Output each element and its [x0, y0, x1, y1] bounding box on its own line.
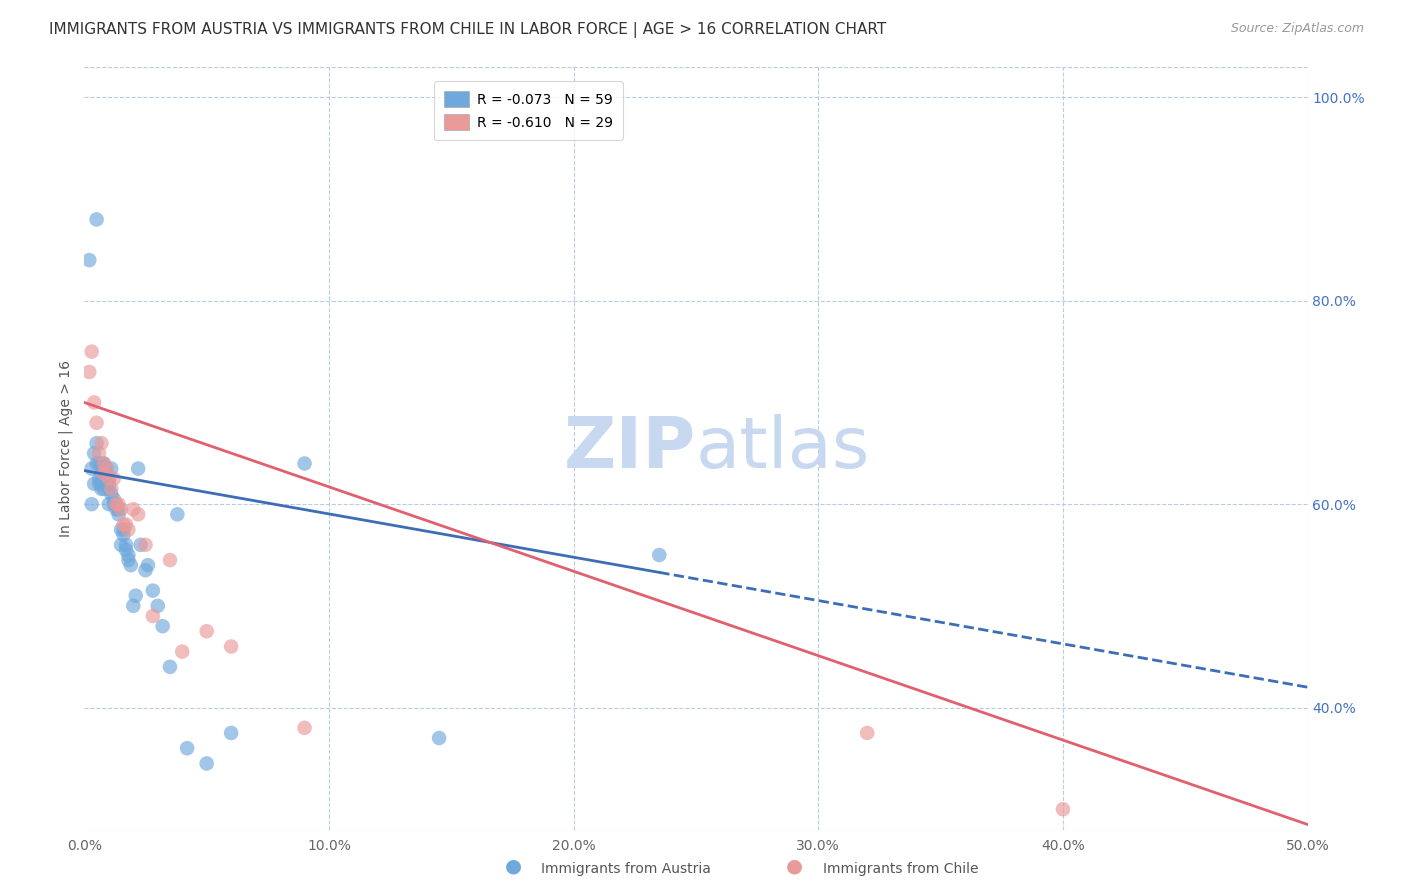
Point — [80, 461, 103, 475]
Point — [112, 523, 135, 537]
Point — [83, 476, 105, 491]
Point — [93, 482, 115, 496]
Point — [103, 492, 125, 507]
Point — [117, 553, 139, 567]
Point — [96, 467, 118, 481]
Point — [90, 476, 112, 491]
Point — [93, 457, 115, 471]
Point — [648, 548, 671, 562]
Point — [93, 457, 115, 471]
Point — [135, 563, 157, 577]
Point — [100, 461, 122, 475]
Point — [93, 467, 115, 481]
Point — [110, 523, 132, 537]
Point — [195, 624, 218, 639]
Point — [294, 721, 316, 735]
Point — [122, 599, 145, 613]
Text: Source: ZipAtlas.com: Source: ZipAtlas.com — [1230, 22, 1364, 36]
Point — [96, 461, 118, 475]
Point — [97, 472, 120, 486]
Point — [90, 436, 112, 450]
Point — [1052, 802, 1074, 816]
Text: ●: ● — [786, 857, 803, 876]
Point — [112, 517, 135, 532]
Point — [176, 741, 198, 756]
Point — [90, 457, 112, 471]
Point — [117, 523, 139, 537]
Point — [294, 457, 316, 471]
Point — [127, 461, 149, 475]
Point — [107, 508, 129, 522]
Point — [80, 344, 103, 359]
Point — [856, 726, 879, 740]
Point — [86, 212, 108, 227]
Point — [83, 446, 105, 460]
Point — [159, 660, 181, 674]
Point — [172, 644, 194, 658]
Point — [86, 436, 108, 450]
Y-axis label: In Labor Force | Age > 16: In Labor Force | Age > 16 — [59, 359, 73, 537]
Point — [115, 517, 138, 532]
Point — [97, 476, 120, 491]
Text: IMMIGRANTS FROM AUSTRIA VS IMMIGRANTS FROM CHILE IN LABOR FORCE | AGE > 16 CORRE: IMMIGRANTS FROM AUSTRIA VS IMMIGRANTS FR… — [49, 22, 886, 38]
Point — [93, 467, 115, 481]
Point — [195, 756, 218, 771]
Text: ●: ● — [505, 857, 522, 876]
Point — [90, 482, 112, 496]
Point — [146, 599, 169, 613]
Point — [103, 472, 125, 486]
Point — [166, 508, 188, 522]
Point — [105, 497, 128, 511]
Point — [115, 538, 138, 552]
Point — [87, 472, 110, 486]
Point — [129, 538, 152, 552]
Point — [83, 395, 105, 409]
Point — [87, 476, 110, 491]
Point — [96, 461, 118, 475]
Point — [159, 553, 181, 567]
Point — [86, 457, 108, 471]
Point — [107, 502, 129, 516]
Point — [120, 558, 142, 573]
Point — [142, 609, 165, 624]
Point — [122, 502, 145, 516]
Point — [107, 497, 129, 511]
Point — [90, 467, 112, 481]
Point — [219, 726, 242, 740]
Point — [105, 502, 128, 516]
Point — [80, 497, 103, 511]
Point — [100, 482, 122, 496]
Point — [97, 482, 120, 496]
Text: ZIP: ZIP — [564, 414, 696, 483]
Point — [219, 640, 242, 654]
Point — [135, 538, 157, 552]
Point — [100, 487, 122, 501]
Text: atlas: atlas — [696, 414, 870, 483]
Point — [112, 527, 135, 541]
Point — [103, 497, 125, 511]
Text: Immigrants from Chile: Immigrants from Chile — [823, 862, 979, 876]
Point — [115, 542, 138, 557]
Point — [142, 583, 165, 598]
Point — [110, 538, 132, 552]
Point — [86, 416, 108, 430]
Point — [127, 508, 149, 522]
Point — [117, 548, 139, 562]
Point — [105, 497, 128, 511]
Point — [77, 253, 100, 268]
Point — [427, 731, 450, 745]
Legend: R = -0.073   N = 59, R = -0.610   N = 29: R = -0.073 N = 59, R = -0.610 N = 29 — [434, 81, 623, 140]
Point — [110, 502, 132, 516]
Point — [96, 476, 118, 491]
Point — [152, 619, 174, 633]
Point — [77, 365, 100, 379]
Point — [87, 457, 110, 471]
Text: Immigrants from Austria: Immigrants from Austria — [541, 862, 711, 876]
Point — [97, 472, 120, 486]
Point — [136, 558, 159, 573]
Point — [87, 446, 110, 460]
Point — [97, 497, 120, 511]
Point — [125, 589, 148, 603]
